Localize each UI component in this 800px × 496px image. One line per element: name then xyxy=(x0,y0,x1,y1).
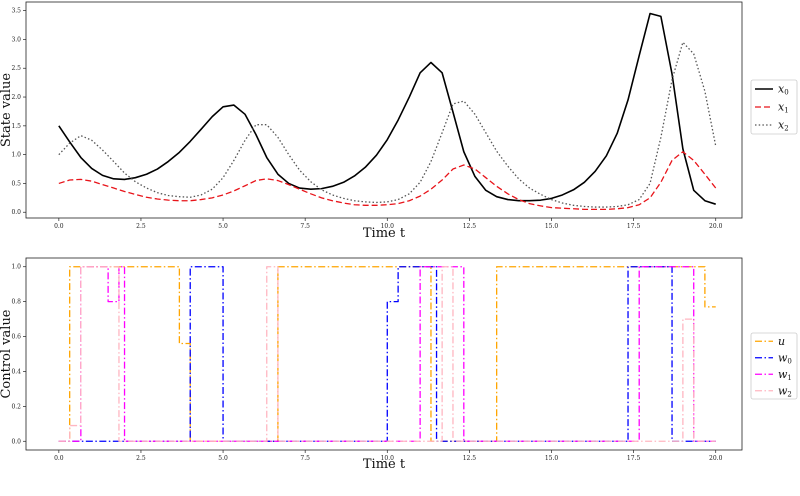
top-y-tick-label: 1.5 xyxy=(11,123,21,130)
bottom-x-tick-label: 5.0 xyxy=(218,455,228,462)
bottom-chart: 0.0 2.5 5.0 7.5 10.0 12.5 15.0 17.5 20.0 0.0 0.2 0.… xyxy=(0,257,798,472)
top-y-tick-label: 1.0 xyxy=(11,152,21,159)
bottom-legend-label-u: u xyxy=(778,335,785,348)
bottom-legend-label-w2: w2 xyxy=(778,384,792,398)
bottom-x-tick-label: 17.5 xyxy=(627,455,641,462)
top-series-x1 xyxy=(58,151,717,211)
bottom-y-tick-label: 0.2 xyxy=(11,403,21,410)
top-legend-label-x0: x0 xyxy=(778,83,789,97)
top-series-x0 xyxy=(58,12,716,205)
top-y-tick-label: 0.5 xyxy=(11,180,21,187)
bottom-legend-frame xyxy=(750,332,798,400)
top-x-tick-label: 0.0 xyxy=(54,223,64,230)
top-series-x2 xyxy=(58,41,717,208)
bottom-y-tick-label: 0.6 xyxy=(11,334,21,341)
top-x-tick-label: 17.5 xyxy=(627,223,641,230)
bottom-series-w2 xyxy=(58,266,716,442)
bottom-x-tick-label: 20.0 xyxy=(709,455,723,462)
top-y-tick-label: 3.0 xyxy=(11,36,21,43)
top-x-tick-label: 12.5 xyxy=(463,223,477,230)
bottom-plot-frame xyxy=(25,257,743,451)
bottom-series-w0 xyxy=(58,266,716,442)
top-x-tick-label: 5.0 xyxy=(218,223,228,230)
bottom-y-tick-label: 1.0 xyxy=(11,264,21,271)
bottom-y-tick-label: 0.4 xyxy=(11,368,21,375)
top-y-tick-label: 2.0 xyxy=(11,94,21,101)
bottom-y-tick-label: 0.0 xyxy=(11,438,21,445)
bottom-legend-label-w1: w1 xyxy=(778,368,792,382)
bottom-x-axis-label: Time t xyxy=(363,457,406,472)
bottom-series-u xyxy=(58,266,716,442)
top-plot-frame xyxy=(25,1,743,219)
top-y-tick-label: 0.0 xyxy=(11,209,21,216)
bottom-legend: u w0 w1 w2 xyxy=(750,332,798,400)
top-y-axis-label: State value xyxy=(0,73,14,148)
top-x-tick-label: 20.0 xyxy=(709,223,723,230)
top-x-axis-label: Time t xyxy=(363,226,406,241)
top-legend-label-x2: x2 xyxy=(778,119,789,133)
top-chart: 0.0 2.5 5.0 7.5 10.0 12.5 15.0 17.5 20.0 0.0 0.5 1.… xyxy=(0,1,798,241)
top-legend-label-x1: x1 xyxy=(778,101,789,115)
top-x-tick-label: 15.0 xyxy=(545,223,559,230)
bottom-x-tick-label: 2.5 xyxy=(136,455,146,462)
top-y-tick-label: 2.5 xyxy=(11,65,21,72)
bottom-y-axis-label: Control value xyxy=(0,309,14,398)
top-x-tick-label: 2.5 xyxy=(136,223,146,230)
bottom-x-tick-label: 7.5 xyxy=(300,455,310,462)
top-y-tick-label: 3.5 xyxy=(11,8,21,15)
bottom-legend-label-w0: w0 xyxy=(778,351,792,365)
top-legend: x0 x1 x2 xyxy=(750,79,798,135)
top-x-tick-label: 10.0 xyxy=(381,223,395,230)
bottom-x-tick-label: 15.0 xyxy=(545,455,559,462)
bottom-x-tick-label: 0.0 xyxy=(54,455,64,462)
bottom-x-tick-label: 12.5 xyxy=(463,455,477,462)
bottom-x-tick-label: 10.0 xyxy=(381,455,395,462)
top-legend-frame xyxy=(750,79,798,135)
top-x-tick-label: 7.5 xyxy=(300,223,310,230)
bottom-y-tick-label: 0.8 xyxy=(11,299,21,306)
